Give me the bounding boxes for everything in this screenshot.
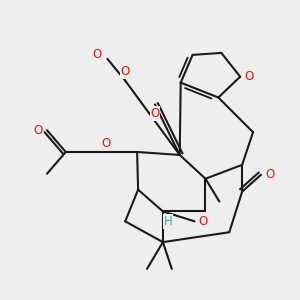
Text: O: O [244, 70, 254, 83]
Text: O: O [93, 48, 102, 62]
Text: O: O [199, 215, 208, 228]
Text: H: H [164, 215, 172, 228]
Text: O: O [265, 168, 274, 181]
Text: O: O [102, 136, 111, 150]
Text: O: O [33, 124, 43, 137]
Text: O: O [150, 107, 160, 120]
Text: O: O [121, 65, 130, 78]
